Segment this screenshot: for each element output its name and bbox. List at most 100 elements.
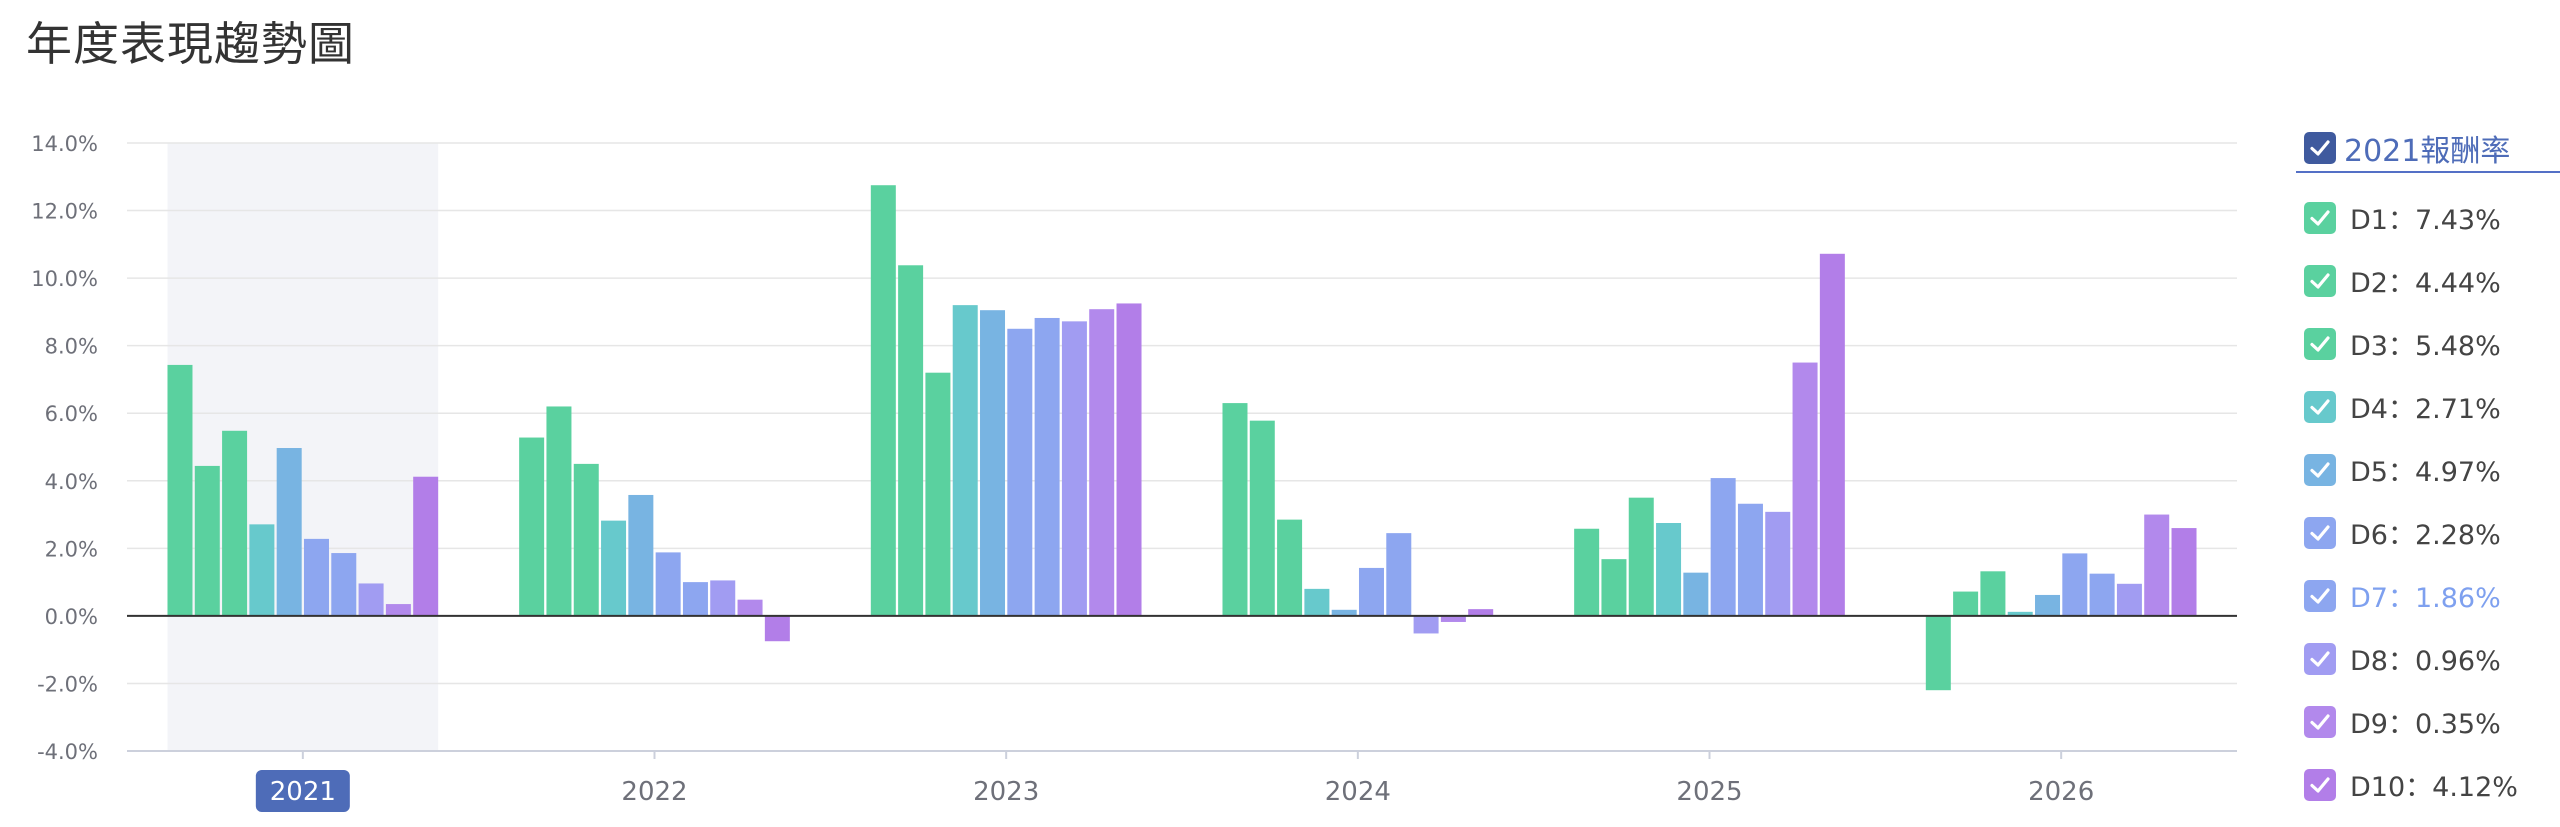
bar-2025-D6 <box>1710 478 1736 616</box>
legend-label: D6：2.28% <box>2350 520 2501 551</box>
bar-2026-D7 <box>2089 573 2115 616</box>
legend-label: D5：4.97% <box>2350 457 2501 488</box>
bar-2022-D1 <box>519 437 545 616</box>
x-tick-label-2021[interactable]: 2021 <box>270 777 336 807</box>
bar-2024-D8 <box>1413 615 1439 634</box>
bar-2023-D4 <box>952 305 978 616</box>
bar-2026-D6 <box>2062 553 2088 616</box>
legend-label: D1：7.43% <box>2350 205 2501 236</box>
bar-2022-D2 <box>546 406 572 616</box>
y-tick-label: 8.0% <box>45 335 98 359</box>
bar-2021-D10 <box>413 476 439 616</box>
legend-checkbox-icon[interactable] <box>2304 642 2336 675</box>
legend-checkbox-icon[interactable] <box>2304 579 2336 612</box>
x-tick-label-2026[interactable]: 2026 <box>2028 777 2094 807</box>
bar-2023-D7 <box>1034 317 1060 616</box>
bar-2023-D1 <box>870 185 896 616</box>
legend-header-checkbox-icon[interactable] <box>2304 132 2336 164</box>
legend-label: D9：0.35% <box>2350 709 2501 740</box>
bar-2024-D7 <box>1386 533 1412 616</box>
bar-2021-D7 <box>331 553 357 616</box>
legend-label: D2：4.44% <box>2350 268 2501 299</box>
y-tick-label: -2.0% <box>37 672 98 696</box>
bar-2025-D9 <box>1792 362 1818 616</box>
bar-2021-D4 <box>249 524 275 616</box>
x-tick-label-2022[interactable]: 2022 <box>621 777 687 807</box>
bar-2022-D8 <box>710 580 736 616</box>
bar-2023-D10 <box>1116 303 1142 616</box>
legend-header[interactable]: 2021報酬率 <box>2296 125 2560 173</box>
y-tick-label: 0.0% <box>45 605 98 629</box>
legend-checkbox-icon[interactable] <box>2304 264 2336 297</box>
legend-checkbox-icon[interactable] <box>2304 705 2336 738</box>
bar-2021-D2 <box>194 465 220 616</box>
bar-2026-D4 <box>2007 611 2033 616</box>
bar-2024-D2 <box>1249 420 1275 616</box>
y-tick-label: 4.0% <box>45 470 98 494</box>
bar-2024-D3 <box>1277 519 1303 616</box>
bar-2026-D8 <box>2116 583 2142 616</box>
bar-2023-D2 <box>898 265 924 616</box>
bar-2021-D9 <box>385 604 411 616</box>
bar-2023-D6 <box>1007 328 1033 616</box>
bar-2022-D4 <box>601 520 627 616</box>
x-tick-label-2023[interactable]: 2023 <box>973 777 1039 807</box>
bar-2026-D1 <box>1925 615 1951 691</box>
legend-item[interactable]: D8：0.96% <box>2296 627 2560 690</box>
y-tick-label: 10.0% <box>31 267 98 291</box>
bar-2025-D3 <box>1628 497 1654 616</box>
bar-2026-D3 <box>1980 571 2006 616</box>
y-tick-label: 12.0% <box>31 200 98 224</box>
bar-2021-D5 <box>276 448 302 616</box>
legend-item[interactable]: D5：4.97% <box>2296 438 2560 501</box>
bar-2024-D5 <box>1331 609 1357 616</box>
bar-2021-D6 <box>303 538 329 616</box>
bar-2022-D5 <box>628 494 654 616</box>
bar-2026-D10 <box>2171 528 2197 616</box>
bar-2022-D3 <box>573 463 599 616</box>
legend-label: D4：2.71% <box>2350 394 2501 425</box>
legend-item[interactable]: D4：2.71% <box>2296 375 2560 438</box>
legend-label: D7：1.86% <box>2350 583 2501 614</box>
legend-item[interactable]: D10：4.12% <box>2296 753 2560 816</box>
legend-item[interactable]: D9：0.35% <box>2296 690 2560 753</box>
page-title: 年度表現趨勢圖 <box>26 17 355 71</box>
legend-label: D8：0.96% <box>2350 646 2501 677</box>
bar-2022-D6 <box>655 552 681 616</box>
bar-2026-D9 <box>2144 514 2170 616</box>
bar-2025-D5 <box>1683 572 1709 616</box>
legend-checkbox-icon[interactable] <box>2304 327 2336 360</box>
bar-2022-D7 <box>682 582 708 616</box>
y-tick-label: -4.0% <box>37 740 98 764</box>
bar-2025-D7 <box>1737 503 1763 616</box>
x-tick-label-2024[interactable]: 2024 <box>1325 777 1391 807</box>
legend-checkbox-icon[interactable] <box>2304 516 2336 549</box>
legend-checkbox-icon[interactable] <box>2304 390 2336 423</box>
legend-item[interactable]: D2：4.44% <box>2296 249 2560 312</box>
legend-item[interactable]: D3：5.48% <box>2296 312 2560 375</box>
chart-canvas: 14.0% 12.0% 10.0% 8.0% 6.0% 4.0% 2.0% 0.0% -2.0%… <box>31 132 2237 812</box>
bar-2025-D2 <box>1601 559 1627 616</box>
legend-item[interactable]: D7：1.86% <box>2296 564 2560 627</box>
legend-checkbox-icon[interactable] <box>2304 201 2336 234</box>
bar-2026-D2 <box>1953 591 1979 616</box>
legend-item[interactable]: D1：7.43% <box>2296 186 2560 249</box>
bar-2024-D1 <box>1222 403 1248 616</box>
y-tick-label: 2.0% <box>45 537 98 561</box>
legend-header-label: 2021報酬率 <box>2344 134 2511 169</box>
legend-item[interactable]: D6：2.28% <box>2296 501 2560 564</box>
y-tick-label: 14.0% <box>31 132 98 156</box>
chart-legend: 2021報酬率 D1：7.43% D2：4.44% D3：5.48% D4：2.71%… <box>2296 125 2560 816</box>
bar-2024-D6 <box>1358 567 1384 616</box>
selected-year-badge <box>255 770 350 812</box>
legend-checkbox-icon[interactable] <box>2304 768 2336 801</box>
x-tick-label-2025[interactable]: 2025 <box>1676 777 1742 807</box>
bar-2023-D8 <box>1061 321 1087 616</box>
bar-2025-D8 <box>1765 511 1791 616</box>
legend-label: D10：4.12% <box>2350 772 2518 803</box>
bar-2025-D4 <box>1656 523 1682 616</box>
bar-2024-D10 <box>1468 609 1494 616</box>
bar-2026-D5 <box>2035 594 2061 616</box>
bar-2024-D4 <box>1304 588 1330 616</box>
legend-checkbox-icon[interactable] <box>2304 453 2336 486</box>
